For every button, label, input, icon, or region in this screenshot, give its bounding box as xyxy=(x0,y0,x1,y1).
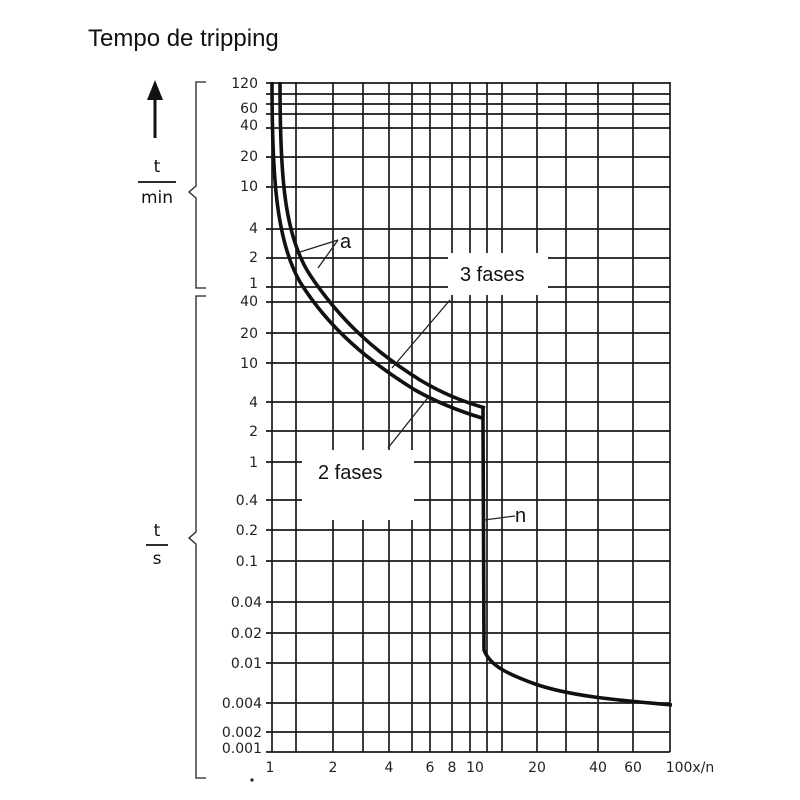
y-tick-label: 40 xyxy=(240,118,258,134)
y-tick-label: 2 xyxy=(249,424,258,440)
x-tick-label: 10 xyxy=(466,760,484,776)
y-tick-label: 0.002 xyxy=(222,725,262,741)
x-tick-label: 40 xyxy=(589,760,607,776)
y-tick-label: 60 xyxy=(240,101,258,117)
y-tick-label: 10 xyxy=(240,179,258,195)
chart-title: Tempo de tripping xyxy=(88,25,279,52)
label-box-2-fases xyxy=(302,450,414,520)
y-tick-label: 0.1 xyxy=(236,554,258,570)
curve-3-fases xyxy=(278,81,486,410)
y-tick-label: 0.04 xyxy=(231,595,262,611)
leader-lines xyxy=(299,239,516,521)
svg-text:min: min xyxy=(141,188,173,208)
y-tick-label: 120 xyxy=(231,76,258,92)
x-tick-label: 8 xyxy=(448,760,457,776)
x-tick-label: 20 xyxy=(528,760,546,776)
curve-2-fases xyxy=(270,81,483,420)
x-tick-label: 100x/n xyxy=(666,760,715,776)
stray-dot xyxy=(250,778,254,782)
y-tick-label: 1 xyxy=(249,455,258,471)
y-axis-sec-label: t s xyxy=(146,521,168,569)
y-tick-label: 20 xyxy=(240,149,258,165)
svg-text:s: s xyxy=(153,549,162,569)
svg-text:t: t xyxy=(154,521,161,541)
y-tick-label: 4 xyxy=(249,395,258,411)
y-ticks-sec: 40 20 10 4 2 1 0.4 0.2 0.1 0.04 0.02 0.0… xyxy=(222,294,262,757)
brace-minutes xyxy=(188,81,206,289)
y-tick-label: 0.001 xyxy=(222,741,262,757)
y-tick-label: 0.02 xyxy=(231,626,262,642)
x-tick-label: 6 xyxy=(426,760,435,776)
y-tick-label: 4 xyxy=(249,221,258,237)
y-tick-label: 0.004 xyxy=(222,696,262,712)
x-tick-label: 60 xyxy=(624,760,642,776)
up-arrow-icon xyxy=(147,80,163,138)
x-tick-label: 2 xyxy=(329,760,338,776)
y-ticks-min: 120 60 40 20 10 4 2 1 xyxy=(231,76,258,292)
y-tick-label: 0.4 xyxy=(236,493,258,509)
y-axis-min-label: t min xyxy=(138,157,176,208)
label-3-fases: 3 fases xyxy=(460,264,524,286)
grid xyxy=(266,82,671,753)
y-tick-label: 20 xyxy=(240,326,258,342)
y-tick-label: 10 xyxy=(240,356,258,372)
x-tick-label: 1 xyxy=(266,760,275,776)
label-2-fases: 2 fases xyxy=(318,462,382,484)
x-ticks: 1 2 4 6 8 10 20 40 60 100x/n xyxy=(266,760,715,776)
y-tick-label: 0.01 xyxy=(231,656,262,672)
y-tick-label: 40 xyxy=(240,294,258,310)
svg-text:t: t xyxy=(154,157,161,177)
y-tick-label: 0.2 xyxy=(236,523,258,539)
y-tick-label: 2 xyxy=(249,250,258,266)
curve-n xyxy=(481,406,673,707)
brace-seconds xyxy=(188,295,206,779)
y-tick-label: 1 xyxy=(249,276,258,292)
x-tick-label: 4 xyxy=(385,760,394,776)
annotation-a: a xyxy=(340,231,352,253)
label-box-3-fases xyxy=(448,253,548,295)
annotation-n: n xyxy=(515,505,526,527)
